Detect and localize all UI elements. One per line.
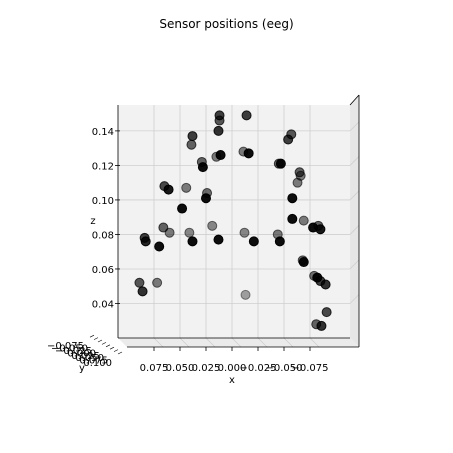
sensor-point: [287, 213, 298, 224]
x-floor-gridline: [283, 337, 294, 348]
x-floor-gridline: [179, 337, 190, 348]
sensor-point: [214, 115, 225, 126]
x-tick-label: −0.050: [265, 363, 302, 374]
z-side-gridline: [349, 121, 360, 132]
y-tick-mark: [93, 337, 99, 340]
chart-title: Sensor positions (eeg): [159, 17, 294, 31]
y-tick-label: 0.050: [75, 353, 104, 364]
sensor-point: [187, 131, 198, 142]
y-tick-mark: [117, 351, 123, 355]
x-tick-label: −0.025: [239, 363, 276, 374]
sensor-point: [163, 184, 174, 195]
sensor-point: [241, 110, 252, 121]
sensor-point: [186, 139, 197, 150]
z-tick-label: 0.14: [92, 127, 114, 138]
y-tick-mark: [101, 342, 107, 345]
y-tick-label: −0.025: [55, 346, 92, 357]
side-top-edge: [349, 94, 360, 106]
z-side-gridline: [349, 190, 360, 201]
x-tick-label: 0.075: [140, 363, 169, 374]
z-axis-label: z: [90, 216, 95, 227]
y-axis-label: y: [79, 363, 85, 374]
sensor-point: [286, 129, 297, 140]
y-tick-mark: [113, 349, 119, 352]
x-tick-label: 0.000: [218, 363, 247, 374]
x-floor-gridline: [257, 337, 268, 348]
y-tick-label: 0.075: [79, 356, 108, 367]
x-floor-gridline: [231, 337, 242, 348]
sensor-point: [240, 289, 251, 300]
y-tick-label: 0.025: [71, 351, 100, 362]
sensor-point: [243, 148, 254, 159]
sensor-point: [201, 193, 211, 204]
sensor-point: [275, 158, 286, 169]
sensor-point: [140, 236, 151, 247]
x-floor-gridline: [205, 337, 216, 348]
y-tick-label: −0.075: [47, 341, 84, 352]
sensor-point: [239, 227, 250, 238]
sensor-point: [187, 236, 198, 247]
z-side-gridline: [349, 156, 360, 166]
sensor-point: [207, 220, 218, 231]
x-axis-label: x: [229, 375, 235, 386]
data-points: [134, 110, 332, 331]
y-tick-mark: [109, 346, 115, 350]
z-tick-label: 0.06: [92, 265, 114, 276]
sensor-point: [320, 279, 331, 290]
sensor-point: [287, 193, 298, 204]
y-tick-mark: [97, 339, 103, 343]
sensor-point: [184, 227, 195, 238]
z-side-gridline: [349, 259, 360, 270]
sensor-point: [197, 162, 208, 173]
x-floor-gridline: [309, 337, 320, 348]
floor-pane: [118, 338, 359, 347]
z-tick-label: 0.08: [92, 230, 114, 241]
sensor-point: [137, 286, 148, 297]
sensor-point: [315, 224, 326, 235]
x-tick-label: −0.075: [291, 363, 328, 374]
x-floor-gridline: [153, 337, 164, 348]
sensor-point: [298, 257, 309, 268]
y-tick-label: −0.050: [51, 344, 88, 355]
grid-lines: [118, 105, 360, 348]
y-tick-mark: [105, 344, 111, 348]
side-pane: [350, 95, 359, 347]
sensor-point: [295, 170, 306, 181]
sensor-point: [164, 227, 175, 238]
sensor-point: [213, 125, 224, 136]
z-side-gridline: [349, 225, 360, 235]
y-tick-label: 0.100: [83, 358, 112, 369]
back-pane: [118, 105, 350, 338]
sensor-point: [248, 236, 259, 247]
z-tick-label: 0.04: [92, 299, 114, 310]
sensor-point: [181, 182, 192, 193]
sensor-point: [154, 241, 165, 252]
z-ticks: 0.04 0.06 0.08 0.10 0.12 0.14: [92, 127, 120, 310]
sensor-point: [321, 307, 332, 318]
z-tick-label: 0.10: [92, 196, 114, 207]
y-ticks: 0.1000.0750.0500.0250.000−0.025−0.050−0.…: [47, 334, 123, 369]
sensor-point: [274, 236, 285, 247]
y-tick-label: 0.000: [67, 348, 96, 359]
sensor-point: [215, 150, 226, 161]
z-side-gridline: [349, 294, 360, 304]
x-tick-label: 0.025: [192, 363, 221, 374]
sensor-point: [213, 234, 224, 245]
sensor-point: [134, 277, 145, 288]
sensor-point: [177, 203, 188, 214]
sensor-point: [298, 215, 309, 226]
y-tick-mark: [89, 334, 95, 338]
sensor-point: [152, 277, 163, 288]
z-tick-label: 0.12: [92, 161, 114, 172]
sensor-point: [316, 320, 327, 331]
x-tick-label: 0.050: [166, 363, 195, 374]
